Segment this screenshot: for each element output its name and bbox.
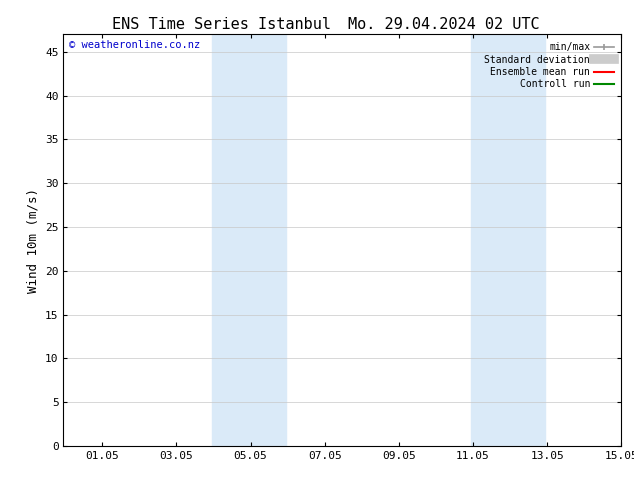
Text: Mo. 29.04.2024 02 UTC: Mo. 29.04.2024 02 UTC [348, 17, 540, 32]
Bar [212, 34, 286, 446]
Bar [471, 34, 545, 446]
Text: ENS Time Series Istanbul: ENS Time Series Istanbul [112, 17, 332, 32]
Text: © weatheronline.co.nz: © weatheronline.co.nz [69, 41, 200, 50]
Legend: min/max, Standard deviation, Ensemble mean run, Controll run: min/max, Standard deviation, Ensemble me… [482, 39, 616, 92]
Y-axis label: Wind 10m (m/s): Wind 10m (m/s) [27, 188, 39, 293]
